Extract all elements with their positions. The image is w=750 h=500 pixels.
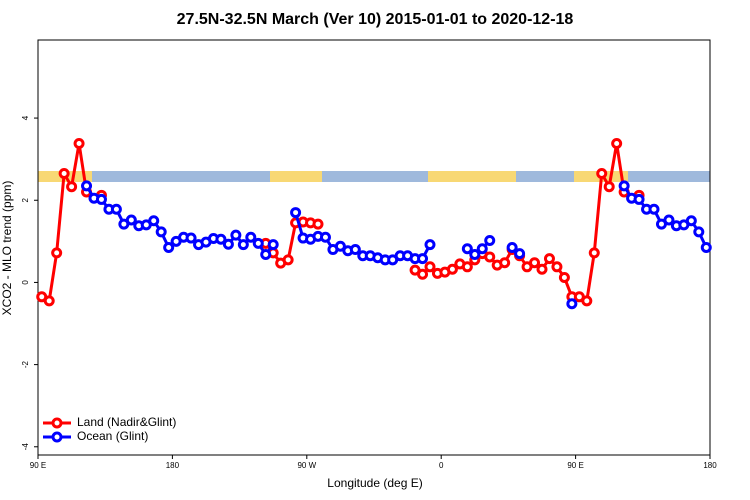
data-point bbox=[618, 180, 630, 192]
data-point bbox=[514, 248, 526, 260]
data-point bbox=[633, 193, 645, 205]
data-point bbox=[312, 218, 324, 230]
data-point bbox=[73, 138, 85, 150]
data-point bbox=[125, 214, 137, 226]
data-point bbox=[700, 242, 712, 253]
y-tick-label: 4 bbox=[21, 115, 30, 120]
data-point bbox=[484, 251, 496, 263]
data-point bbox=[185, 232, 197, 244]
data-point bbox=[148, 215, 160, 227]
legend-label: Land (Nadir&Glint) bbox=[77, 415, 176, 429]
data-point bbox=[43, 295, 55, 307]
data-point bbox=[566, 298, 578, 310]
data-point bbox=[693, 226, 705, 238]
data-point bbox=[349, 244, 361, 256]
data-point bbox=[424, 261, 436, 273]
legend-label: Ocean (Glint) bbox=[77, 429, 148, 443]
data-point bbox=[588, 247, 600, 259]
legend-marker bbox=[51, 417, 63, 429]
data-point bbox=[558, 271, 570, 283]
plot-frame bbox=[37, 39, 711, 456]
x-tick-label: 180 bbox=[166, 461, 180, 470]
chart-title: 27.5N-32.5N March (Ver 10) 2015-01-01 to… bbox=[177, 11, 574, 28]
x-tick-label: 0 bbox=[439, 461, 444, 470]
y-tick-label: 2 bbox=[21, 197, 30, 202]
data-point bbox=[417, 268, 429, 280]
y-axis-label: XCO2 - MLO trend (ppm) bbox=[0, 181, 14, 316]
data-point bbox=[484, 235, 496, 247]
legend-marker bbox=[51, 431, 63, 443]
data-point bbox=[66, 181, 78, 193]
data-point bbox=[581, 295, 593, 307]
data-point bbox=[319, 231, 331, 243]
data-point bbox=[424, 239, 436, 251]
data-point bbox=[551, 261, 563, 273]
data-point bbox=[461, 261, 473, 273]
data-point bbox=[663, 214, 675, 226]
data-point bbox=[245, 231, 257, 243]
series-line bbox=[85, 185, 708, 262]
x-axis-label: Longitude (deg E) bbox=[327, 476, 422, 490]
x-tick-label: 90 E bbox=[567, 461, 583, 470]
data-point bbox=[290, 207, 302, 219]
data-point bbox=[603, 181, 615, 193]
data-point bbox=[260, 248, 272, 260]
y-tick-label: 0 bbox=[21, 280, 30, 285]
data-point bbox=[476, 243, 488, 255]
data-point bbox=[611, 138, 623, 150]
data-point bbox=[222, 238, 234, 250]
x-tick-label: 90 E bbox=[30, 461, 46, 470]
data-point bbox=[163, 242, 175, 253]
data-point bbox=[648, 203, 660, 215]
data-point bbox=[95, 193, 107, 205]
data-point bbox=[230, 229, 242, 241]
data-point bbox=[215, 233, 227, 245]
data-point bbox=[81, 180, 93, 192]
data-point bbox=[267, 239, 279, 251]
data-point bbox=[110, 203, 122, 215]
data-point bbox=[461, 243, 473, 255]
data-point bbox=[417, 253, 429, 265]
data-point bbox=[529, 257, 541, 269]
y-tick-label: -2 bbox=[21, 361, 30, 369]
data-point bbox=[506, 242, 518, 253]
data-point bbox=[499, 257, 511, 269]
data-point bbox=[543, 253, 555, 265]
data-point bbox=[155, 226, 167, 238]
data-point bbox=[51, 247, 63, 259]
y-tick-label: -4 bbox=[21, 443, 30, 451]
data-point bbox=[58, 168, 70, 180]
data-point bbox=[282, 254, 294, 266]
data-point bbox=[334, 240, 346, 252]
data-point bbox=[596, 168, 608, 180]
data-point bbox=[536, 263, 548, 275]
data-point bbox=[469, 248, 481, 260]
x-tick-label: 90 W bbox=[297, 461, 316, 470]
data-point bbox=[685, 215, 697, 227]
data-point bbox=[252, 237, 264, 249]
data-point bbox=[237, 239, 249, 251]
x-tick-label: 180 bbox=[703, 461, 717, 470]
data-point bbox=[446, 263, 458, 275]
